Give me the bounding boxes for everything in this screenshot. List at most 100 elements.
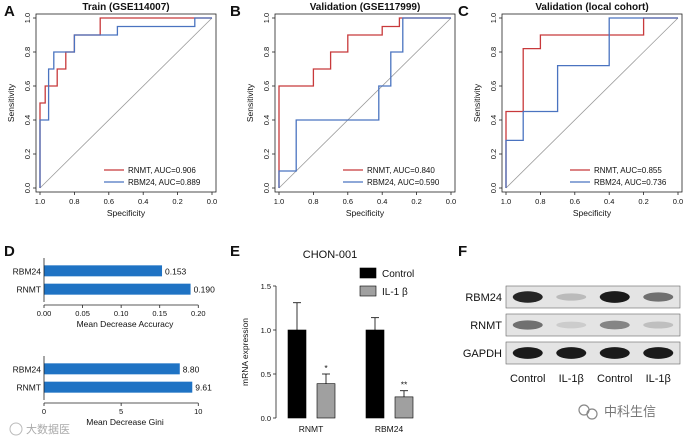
- y-tick-label: 0.2: [262, 149, 271, 159]
- blot-band: [512, 320, 543, 330]
- y-tick-label: 1.5: [261, 282, 271, 291]
- plot-frame: [35, 13, 217, 193]
- y-tick-label: 0.6: [262, 81, 271, 91]
- x-tick-label: 10: [194, 407, 202, 416]
- legend-swatch: [359, 285, 377, 297]
- chart-title: CHON-001: [303, 249, 357, 261]
- y-tick-label: 1.0: [262, 13, 271, 23]
- blot-band: [556, 321, 587, 329]
- x-tick-label: 0.10: [114, 309, 129, 318]
- blot-band: [643, 347, 674, 359]
- diagonal-reference-line: [505, 17, 679, 189]
- y-tick-label: 0.6: [23, 81, 32, 91]
- bar-value-label: 9.61: [195, 383, 212, 393]
- bar-rnmt-control: [287, 329, 307, 419]
- blot-lane-label: Control: [597, 373, 632, 385]
- y-tick-label: 0.8: [23, 47, 32, 57]
- importance-chart-gini: 8.80 RBM24 9.61 RNMT 0 5 10 Mean Decrease Gini: [13, 356, 212, 427]
- panel-label-c: C: [458, 3, 469, 20]
- western-blot: RBM24 RNMT GAPDH Control IL-1β Control IL-1β: [463, 285, 681, 385]
- y-tick-label: 0.2: [489, 149, 498, 159]
- roc-line-rbm24: [505, 17, 678, 188]
- bar-rnmt: [44, 381, 193, 393]
- chart-title: Train (GSE114007): [82, 2, 169, 13]
- y-tick-label: 0.5: [261, 370, 271, 379]
- blot-band: [643, 292, 674, 302]
- blot-strip-rbm24: [505, 285, 681, 309]
- blot-lane-label: IL-1β: [646, 373, 671, 385]
- bar-rnmt: [44, 283, 191, 295]
- x-axis-label: Specificity: [107, 208, 146, 218]
- diagonal-reference-line: [39, 17, 213, 189]
- svg-text:大数据医: 大数据医: [26, 422, 70, 436]
- y-tick-label: 0.0: [489, 183, 498, 193]
- x-axis-label: Specificity: [346, 208, 385, 218]
- blot-row-label: RNMT: [470, 320, 502, 332]
- category-label: RNMT: [16, 285, 41, 295]
- bar-rnmt-il1b: [316, 383, 336, 419]
- x-tick-label: 0.2: [172, 197, 182, 206]
- x-tick-label: 0: [42, 407, 46, 416]
- y-tick-label: 1.0: [23, 13, 32, 23]
- y-tick-label: 0.6: [489, 81, 498, 91]
- roc-chart-b: Validation (GSE117999) 1.0 0.8 0.6 0.4 0.2 0.0…: [245, 2, 456, 218]
- x-tick-label: 0.4: [138, 197, 148, 206]
- diagonal-reference-line: [278, 17, 452, 189]
- legend-entry: RNMT, AUC=0.840: [367, 166, 435, 175]
- y-tick-label: 1.0: [489, 13, 498, 23]
- x-tick-label: 0.4: [377, 197, 387, 206]
- x-tick-label: 0.0: [446, 197, 456, 206]
- x-tick-label: 0.8: [308, 197, 318, 206]
- blot-band: [599, 320, 630, 330]
- blot-strip-rnmt: [505, 313, 681, 337]
- x-tick-label: 0.20: [191, 309, 206, 318]
- panel-label-e: E: [230, 243, 240, 260]
- x-axis-label: Mean Decrease Accuracy: [77, 319, 175, 329]
- legend-entry: Control: [382, 269, 414, 280]
- blot-band: [556, 293, 587, 301]
- blot-band: [599, 347, 630, 359]
- panel-label-a: A: [4, 3, 15, 20]
- y-tick-label: 0.0: [262, 183, 271, 193]
- legend-entry: RNMT, AUC=0.906: [128, 166, 196, 175]
- y-tick-label: 0.0: [23, 183, 32, 193]
- blot-lane-label: Control: [510, 373, 545, 385]
- roc-line-rbm24: [39, 17, 212, 188]
- y-axis-label: Sensitivity: [6, 83, 16, 122]
- x-tick-label: 1.0: [35, 197, 45, 206]
- plot-frame: [501, 13, 683, 193]
- blot-row-label: GAPDH: [463, 348, 502, 360]
- roc-chart-c: Validation (local cohort) 1.0 0.8 0.6 0.4 0.2…: [472, 2, 683, 218]
- y-tick-label: 0.8: [262, 47, 271, 57]
- legend-entry: RBM24, AUC=0.736: [594, 178, 667, 187]
- blot-band: [512, 291, 543, 303]
- y-tick-label: 0.4: [262, 115, 271, 125]
- y-tick-label: 0.0: [261, 414, 271, 423]
- x-tick-label: 0.15: [152, 309, 167, 318]
- x-tick-label: 5: [119, 407, 123, 416]
- significance-marker: *: [324, 363, 328, 373]
- y-axis-label: Sensitivity: [472, 83, 482, 122]
- bar-value-label: 0.190: [194, 285, 216, 295]
- bar-value-label: 0.153: [165, 266, 187, 276]
- roc-line-rnmt: [278, 17, 451, 188]
- x-tick-label: 1.0: [274, 197, 284, 206]
- roc-line-rnmt: [505, 17, 678, 188]
- legend-entry: IL-1 β: [382, 287, 408, 298]
- category-label: RBM24: [13, 266, 42, 276]
- y-tick-label: 0.2: [23, 149, 32, 159]
- x-tick-label: 0.6: [570, 197, 580, 206]
- watermark-right: 中科生信: [578, 404, 656, 420]
- expression-bar-chart: CHON-001 0.0 0.5 1.0 1.5 mRNA expression * RNMT…: [240, 249, 414, 434]
- importance-chart-accuracy: 0.153 RBM24 0.190 RNMT 0.00 0.05 0.10 0.15 0.20 M…: [13, 258, 215, 329]
- x-tick-label: 0.0: [673, 197, 683, 206]
- x-tick-label: 0.8: [535, 197, 545, 206]
- x-tick-label: 0.6: [104, 197, 114, 206]
- category-label: RBM24: [375, 424, 404, 434]
- blot-row-label: RBM24: [465, 292, 502, 304]
- x-tick-label: 0.00: [37, 309, 52, 318]
- blot-band: [556, 347, 587, 359]
- x-tick-label: 0.05: [75, 309, 90, 318]
- legend-entry: RBM24, AUC=0.590: [367, 178, 440, 187]
- panel-label-d: D: [4, 243, 15, 260]
